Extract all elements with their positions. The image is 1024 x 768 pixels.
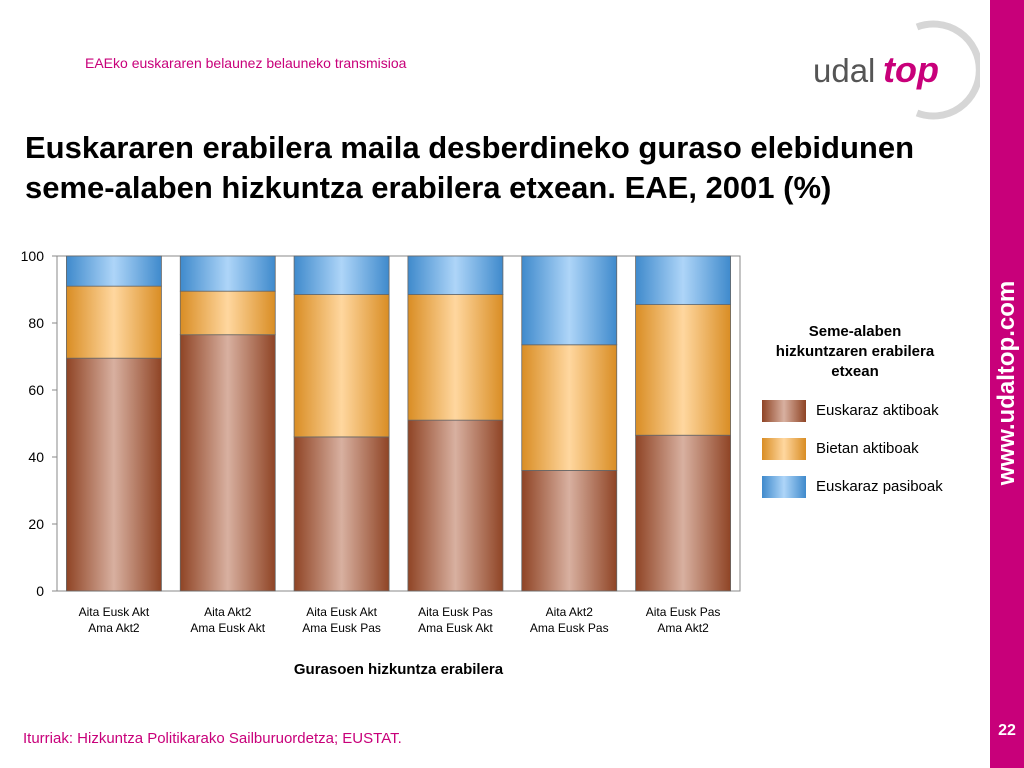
legend-label: Euskaraz pasiboak bbox=[816, 478, 943, 495]
x-tick-label: Aita Eusk Akt bbox=[79, 605, 150, 619]
stacked-bar-chart: 0 20 40 60 80 100 Aita Eusk Akt Ama Akt2 Aita Ak… bbox=[21, 248, 741, 678]
page-title: Euskararen erabilera maila desberdineko … bbox=[25, 128, 985, 208]
x-tick-label: Ama Eusk Pas bbox=[302, 621, 381, 635]
legend-item-euskaraz-pasiboak: Euskaraz pasiboak bbox=[760, 476, 970, 500]
y-tick-label: 80 bbox=[28, 315, 44, 331]
x-tick-label: Ama Akt2 bbox=[88, 621, 140, 635]
x-axis-label: Gurasoen hizkuntza erabilera bbox=[294, 661, 504, 678]
legend-title: Seme-alaben hizkuntzaren erabilera etxea… bbox=[760, 322, 950, 382]
bar-segment bbox=[521, 344, 618, 471]
y-tick-label: 100 bbox=[21, 248, 45, 264]
legend-label: Euskaraz aktiboak bbox=[816, 402, 939, 419]
page-number: 22 bbox=[998, 722, 1016, 739]
x-tick-label: Aita Eusk Pas bbox=[646, 605, 721, 619]
legend-title-line: hizkuntzaren erabilera bbox=[775, 343, 935, 360]
chart-legend: Seme-alaben hizkuntzaren erabilera etxea… bbox=[760, 322, 970, 514]
legend-title-line: etxean bbox=[831, 363, 879, 380]
bar-segment bbox=[293, 436, 390, 592]
legend-title-line: Seme-alaben bbox=[808, 323, 902, 340]
title-line-2: seme-alaben hizkuntza erabilera etxean. … bbox=[25, 170, 832, 205]
x-tick-label: Aita Eusk Pas bbox=[418, 605, 493, 619]
y-tick-label: 20 bbox=[28, 516, 44, 532]
x-tick-label: Aita Akt2 bbox=[546, 605, 594, 619]
source-note: Iturriak: Hizkuntza Politikarako Sailbur… bbox=[23, 730, 402, 747]
legend-item-euskaraz-aktiboak: Euskaraz aktiboak bbox=[760, 400, 970, 424]
bar-segment bbox=[66, 357, 162, 592]
bar-segment bbox=[521, 469, 618, 592]
bar-segment bbox=[293, 294, 390, 438]
side-bar bbox=[990, 0, 1024, 768]
bar-segment bbox=[635, 304, 731, 436]
bar-segment bbox=[66, 285, 162, 359]
bar-segment bbox=[407, 294, 504, 421]
bar-segment bbox=[293, 255, 390, 295]
bar-segment bbox=[66, 255, 162, 287]
bar-segment bbox=[635, 255, 731, 305]
title-line-1: Euskararen erabilera maila desberdineko … bbox=[25, 130, 915, 165]
bar-segment bbox=[179, 290, 276, 336]
legend-swatch-euskaraz-aktiboak bbox=[762, 400, 806, 422]
x-tick-label: Aita Akt2 bbox=[204, 605, 252, 619]
bar-segment bbox=[179, 334, 276, 592]
legend-item-bietan-aktiboak: Bietan aktiboak bbox=[760, 438, 970, 462]
plot-frame bbox=[56, 255, 741, 592]
x-tick-label: Aita Eusk Akt bbox=[306, 605, 377, 619]
x-tick-label: Ama Akt2 bbox=[657, 621, 709, 635]
udaltop-logo: udal top bbox=[805, 15, 983, 120]
bar-segment bbox=[407, 255, 504, 295]
logo-text-top: top bbox=[883, 49, 939, 90]
y-tick-label: 0 bbox=[36, 583, 44, 599]
y-tick-label: 40 bbox=[28, 449, 44, 465]
legend-swatch-euskaraz-pasiboak bbox=[762, 476, 806, 498]
website-url[interactable]: www.udaltop.com bbox=[993, 280, 1020, 486]
y-tick-label: 60 bbox=[28, 382, 44, 398]
x-tick-label: Ama Eusk Akt bbox=[418, 621, 493, 635]
x-tick-label: Ama Eusk Pas bbox=[530, 621, 609, 635]
bar-segment bbox=[635, 434, 731, 592]
bar-segment bbox=[521, 255, 618, 346]
legend-label: Bietan aktiboak bbox=[816, 440, 919, 457]
legend-swatch-bietan-aktiboak bbox=[762, 438, 806, 460]
bar-segment bbox=[407, 419, 504, 592]
bar-segment bbox=[179, 255, 276, 292]
x-tick-label: Ama Eusk Akt bbox=[190, 621, 265, 635]
header-subtitle: EAEko euskararen belaunez belauneko tran… bbox=[85, 55, 407, 71]
logo-text-udal: udal bbox=[813, 52, 875, 89]
